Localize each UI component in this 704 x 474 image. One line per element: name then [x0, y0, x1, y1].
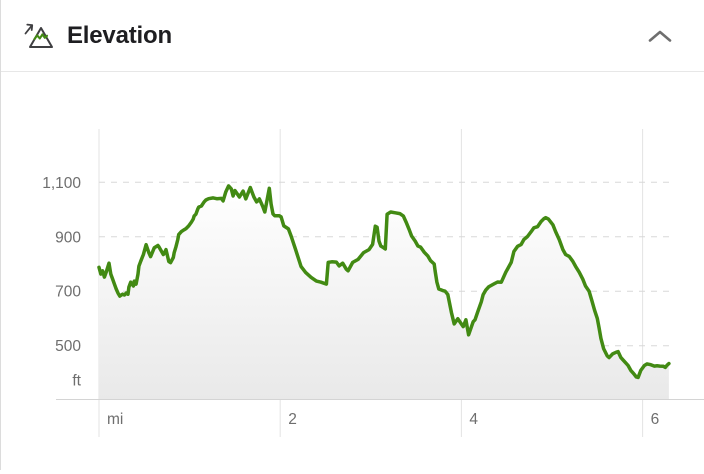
- elevation-area-fill: [99, 185, 669, 399]
- y-tick-500: 500: [55, 338, 81, 355]
- panel-title: Elevation: [67, 21, 172, 49]
- chevron-up-icon: [648, 30, 672, 42]
- x-tick-6: 6: [651, 411, 660, 428]
- y-unit-label: ft: [72, 373, 81, 390]
- x-tick-2: 2: [288, 411, 297, 428]
- x-unit-label: mi: [107, 411, 123, 428]
- panel-header[interactable]: Elevation: [1, 0, 704, 72]
- collapse-button[interactable]: [642, 23, 678, 49]
- elevation-line: [97, 184, 671, 380]
- elevation-mountain-icon: [21, 19, 55, 53]
- elevation-chart-svg[interactable]: 1,100 900 700 500 ft mi 2 4 6: [1, 72, 704, 469]
- y-axis-labels: 1,100 900 700 500 ft: [42, 175, 81, 390]
- y-tick-900: 900: [55, 229, 81, 246]
- x-axis-labels: mi 2 4 6: [107, 411, 659, 428]
- y-tick-1100: 1,100: [42, 175, 81, 192]
- elevation-chart[interactable]: 1,100 900 700 500 ft mi 2 4 6: [1, 72, 704, 474]
- x-tick-4: 4: [469, 411, 478, 428]
- y-tick-700: 700: [55, 284, 81, 301]
